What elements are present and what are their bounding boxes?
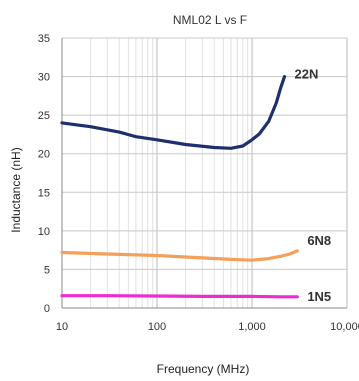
y-tick-label: 15: [38, 187, 50, 199]
x-axis-label: Frequency (MHz): [157, 362, 250, 376]
series-line-6n8: [60, 249, 299, 262]
series-label-6n8: 6N8: [307, 233, 331, 248]
series-group: [60, 75, 299, 299]
axes: [61, 38, 347, 309]
x-tick-label: 1,000: [238, 321, 266, 333]
chart-title: NML02 L vs F: [173, 13, 247, 27]
y-tick-labels: 0 5 10 15 20 25 30 35: [38, 33, 50, 315]
series-labels: 22N 6N8 1N5: [295, 67, 332, 304]
y-tick-label: 25: [38, 110, 50, 122]
y-tick-label: 10: [38, 226, 50, 238]
series-label-1n5: 1N5: [307, 289, 331, 304]
y-axis-label: Inductance (nH): [9, 147, 23, 232]
x-tick-label: 100: [148, 321, 166, 333]
y-tick-label: 5: [44, 264, 50, 276]
y-tick-label: 35: [38, 33, 50, 45]
x-tick-label: 10: [56, 321, 68, 333]
x-tick-labels: 10 100 1,000 10,000: [56, 321, 359, 333]
series-line-1n5: [60, 294, 299, 299]
series-line-22n: [60, 75, 287, 150]
y-tick-label: 30: [38, 72, 50, 84]
x-tick-label: 10,000: [330, 321, 359, 333]
y-tick-label: 20: [38, 149, 50, 161]
series-label-22n: 22N: [295, 67, 319, 82]
grid: [61, 37, 348, 309]
y-tick-label: 0: [44, 303, 50, 315]
